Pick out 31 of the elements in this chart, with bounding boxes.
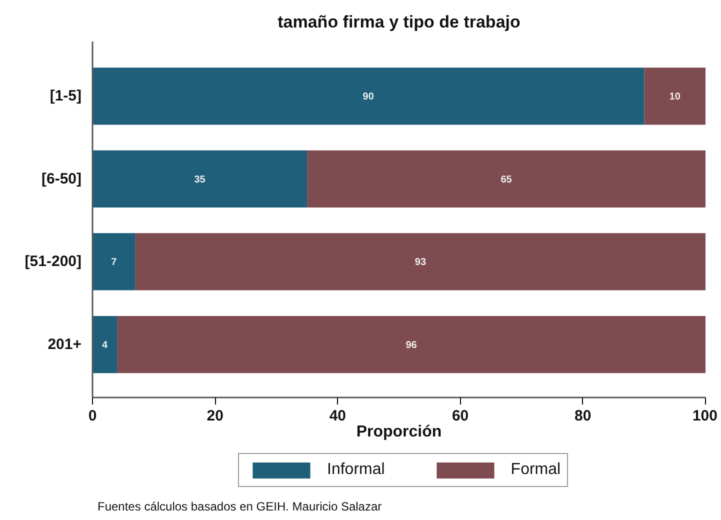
legend-label: Formal bbox=[510, 460, 561, 480]
x-tick-label: 20 bbox=[206, 408, 224, 424]
bar bbox=[92, 150, 308, 208]
bar bbox=[135, 233, 706, 290]
x-tick-label: 100 bbox=[692, 408, 718, 424]
bar bbox=[92, 68, 644, 125]
data-label: 7 bbox=[111, 257, 118, 268]
data-label: 10 bbox=[669, 92, 681, 103]
data-label: 90 bbox=[362, 92, 374, 103]
bar bbox=[92, 316, 118, 374]
x-tick-label: 40 bbox=[329, 408, 346, 424]
y-tick-label: [1-5] bbox=[50, 88, 82, 105]
bar bbox=[307, 150, 706, 208]
source-note: Fuentes cálculos basados en GEIH. Mauricio Salazar bbox=[98, 500, 382, 514]
data-label: 4 bbox=[102, 340, 108, 352]
x-axis-title: Proporción bbox=[356, 424, 442, 440]
data-label: 96 bbox=[406, 340, 418, 352]
x-tick-label: 60 bbox=[452, 408, 469, 424]
data-label: 93 bbox=[414, 257, 426, 268]
y-tick-label: [51-200] bbox=[24, 253, 82, 270]
chart-title: tamaño firma y tipo de trabajo bbox=[278, 12, 520, 32]
bar bbox=[644, 68, 706, 125]
bar bbox=[92, 233, 136, 290]
data-label: 65 bbox=[500, 174, 512, 186]
bar bbox=[117, 316, 706, 374]
y-tick-label: [6-50] bbox=[41, 170, 82, 188]
x-tick-label: 0 bbox=[88, 408, 97, 424]
data-label: 35 bbox=[194, 174, 206, 186]
x-tick-label: 80 bbox=[574, 408, 592, 424]
y-tick-label: 201+ bbox=[48, 336, 82, 354]
legend-label: Informal bbox=[327, 460, 385, 480]
